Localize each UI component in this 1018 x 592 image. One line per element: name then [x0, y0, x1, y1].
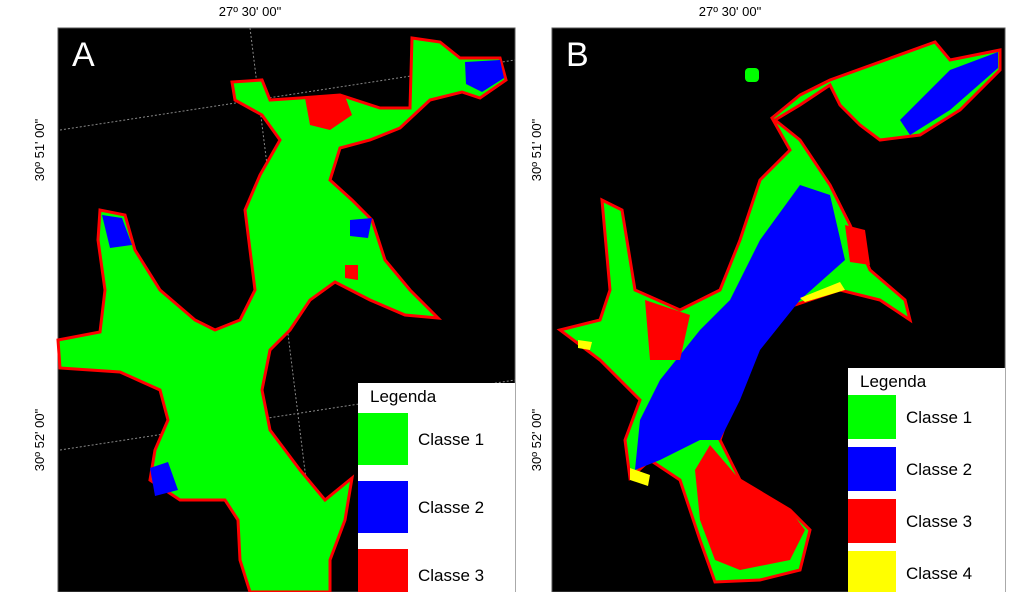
class-patch — [845, 225, 870, 265]
left-coordinate: 30º 52' 00" — [529, 408, 544, 471]
class-patch — [102, 215, 132, 248]
island — [745, 68, 759, 82]
legend-swatch — [358, 413, 408, 465]
legend-label: Classe 1 — [418, 430, 484, 449]
class-patch — [578, 340, 592, 350]
legend: Legenda Classe 1 Classe 2 Classe 3 Classe 4 — [848, 368, 1005, 592]
class-patch — [350, 218, 372, 238]
panel-a: A 27º 30' 00" 30º 51' 00" 30º 52' 00" Le… — [32, 4, 516, 592]
legend-swatch — [848, 395, 896, 439]
legend-title: Legenda — [370, 387, 437, 406]
panel-b: B 27º 30' 00" 30º 51' 00" 30º 52' 00" Le… — [529, 4, 1006, 592]
lake — [56, 36, 508, 592]
class-patch — [900, 52, 998, 135]
legend-swatch — [358, 481, 408, 533]
legend-label: Classe 3 — [418, 566, 484, 585]
panel-label: A — [72, 36, 95, 74]
legend-swatch — [848, 499, 896, 543]
class-patch — [635, 185, 845, 470]
class-patch — [465, 60, 504, 92]
left-coordinate: 30º 51' 00" — [32, 118, 47, 181]
class-patch — [645, 300, 690, 360]
legend-title: Legenda — [860, 372, 927, 391]
legend-label: Classe 2 — [906, 460, 972, 479]
legend: Legenda Classe 1 Classe 2 Classe 3 — [358, 383, 515, 592]
legend-swatch — [848, 447, 896, 491]
top-coordinate: 27º 30' 00" — [699, 4, 762, 19]
class-patch — [695, 445, 805, 570]
graticule — [59, 59, 516, 131]
legend-swatch — [848, 551, 896, 592]
class-patch — [630, 468, 650, 486]
graticule — [59, 379, 516, 451]
legend-label: Classe 2 — [418, 498, 484, 517]
left-coordinate: 30º 51' 00" — [529, 118, 544, 181]
left-coordinate: 30º 52' 00" — [32, 408, 47, 471]
class-patch — [800, 282, 845, 302]
panel-label: B — [566, 36, 589, 74]
legend-swatch — [358, 549, 408, 592]
class-patch — [305, 96, 352, 130]
top-coordinate: 27º 30' 00" — [219, 4, 282, 19]
legend-label: Classe 1 — [906, 408, 972, 427]
class-patch — [150, 462, 178, 496]
legend-label: Classe 4 — [906, 564, 972, 583]
class-patch — [345, 265, 358, 280]
legend-label: Classe 3 — [906, 512, 972, 531]
